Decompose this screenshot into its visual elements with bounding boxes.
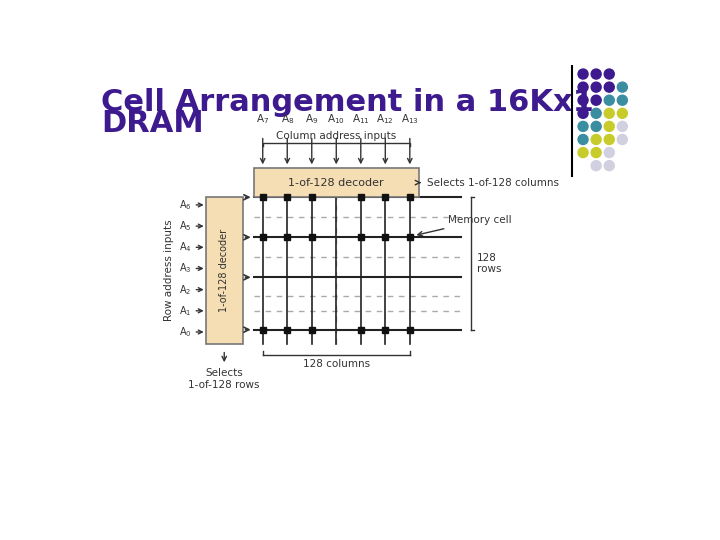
Bar [253, 168, 419, 197]
Text: A$_0$: A$_0$ [179, 325, 192, 339]
Text: A$_{10}$: A$_{10}$ [328, 113, 346, 126]
Text: 1-of-128 decoder: 1-of-128 decoder [220, 229, 229, 312]
Text: A$_2$: A$_2$ [179, 283, 191, 296]
Circle shape [604, 122, 614, 131]
Text: A$_{12}$: A$_{12}$ [377, 113, 394, 126]
Bar [407, 234, 413, 240]
Bar [407, 327, 413, 333]
Circle shape [578, 95, 588, 105]
Circle shape [604, 134, 614, 145]
Circle shape [591, 122, 601, 131]
Bar [309, 194, 315, 200]
Bar [382, 327, 388, 333]
Text: A$_4$: A$_4$ [179, 240, 192, 254]
Bar [260, 194, 266, 200]
Bar [358, 327, 364, 333]
Circle shape [591, 147, 601, 158]
Text: Memory cell: Memory cell [418, 215, 512, 236]
Circle shape [591, 82, 601, 92]
Circle shape [591, 109, 601, 118]
Circle shape [617, 82, 627, 92]
Text: Cell Arrangement in a 16Kx1: Cell Arrangement in a 16Kx1 [101, 88, 594, 117]
Circle shape [591, 69, 601, 79]
Circle shape [604, 109, 614, 118]
Circle shape [578, 69, 588, 79]
Text: A$_5$: A$_5$ [179, 219, 192, 233]
Text: 1-of-128 decoder: 1-of-128 decoder [289, 178, 384, 187]
Bar [407, 194, 413, 200]
Text: 128
rows: 128 rows [477, 253, 501, 274]
Circle shape [578, 122, 588, 131]
Bar [284, 327, 290, 333]
Bar [309, 234, 315, 240]
Circle shape [578, 109, 588, 118]
Circle shape [617, 109, 627, 118]
Circle shape [578, 147, 588, 158]
Text: Selects 1-of-128 columns: Selects 1-of-128 columns [415, 178, 559, 187]
Circle shape [604, 147, 614, 158]
Text: 128 columns: 128 columns [302, 359, 370, 369]
Text: A$_8$: A$_8$ [281, 113, 294, 126]
Text: Selects
1-of-128 rows: Selects 1-of-128 rows [189, 368, 260, 390]
Circle shape [591, 134, 601, 145]
Text: A$_7$: A$_7$ [256, 113, 269, 126]
Bar [284, 194, 290, 200]
Circle shape [591, 95, 601, 105]
Text: A$_{11}$: A$_{11}$ [352, 113, 369, 126]
Bar [382, 234, 388, 240]
Bar [284, 234, 290, 240]
Circle shape [578, 82, 588, 92]
Circle shape [617, 134, 627, 145]
Text: Column address inputs: Column address inputs [276, 131, 397, 141]
Circle shape [604, 82, 614, 92]
Circle shape [604, 161, 614, 171]
Text: A$_{13}$: A$_{13}$ [401, 113, 419, 126]
Bar [358, 234, 364, 240]
Bar [260, 327, 266, 333]
Circle shape [617, 95, 627, 105]
Circle shape [578, 134, 588, 145]
Circle shape [617, 122, 627, 131]
Circle shape [604, 69, 614, 79]
Circle shape [604, 95, 614, 105]
Bar [309, 327, 315, 333]
Text: A$_6$: A$_6$ [179, 198, 192, 212]
Bar [382, 194, 388, 200]
Bar [206, 197, 243, 343]
Circle shape [591, 161, 601, 171]
Text: A$_9$: A$_9$ [305, 113, 318, 126]
Bar [358, 194, 364, 200]
Text: Row address inputs: Row address inputs [164, 220, 174, 321]
Text: DRAM: DRAM [101, 110, 204, 138]
Text: A$_3$: A$_3$ [179, 261, 192, 275]
Text: A$_1$: A$_1$ [179, 304, 192, 318]
Bar [260, 234, 266, 240]
